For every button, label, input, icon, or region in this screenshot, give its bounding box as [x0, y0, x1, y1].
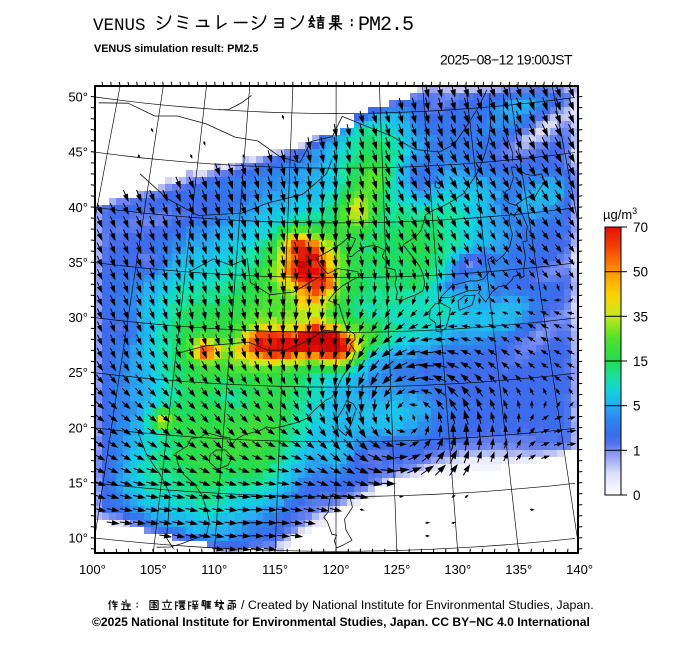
svg-text:125°: 125° — [383, 562, 410, 577]
svg-text:5: 5 — [633, 399, 641, 414]
svg-text:110°: 110° — [201, 562, 227, 577]
svg-text:2025−08−12 19:00JST: 2025−08−12 19:00JST — [440, 52, 573, 68]
svg-text:50°: 50° — [68, 90, 88, 105]
svg-text:30°: 30° — [68, 310, 88, 325]
svg-text:35: 35 — [633, 309, 648, 324]
svg-text:135°: 135° — [505, 562, 532, 577]
svg-text:35°: 35° — [68, 255, 88, 270]
svg-text:100°: 100° — [79, 562, 106, 577]
svg-text:115°: 115° — [262, 562, 288, 577]
svg-text:25°: 25° — [68, 365, 88, 380]
svg-text:15°: 15° — [68, 476, 88, 491]
svg-text:VENUS simulation result: PM2.5: VENUS simulation result: PM2.5 — [94, 43, 258, 55]
svg-text:120°: 120° — [323, 562, 350, 577]
svg-text:140°: 140° — [566, 562, 593, 577]
svg-text:70: 70 — [633, 220, 648, 235]
svg-text:µg/m3: µg/m3 — [603, 206, 637, 222]
svg-text:VENUS: VENUS — [93, 16, 146, 36]
svg-text:45°: 45° — [68, 145, 88, 160]
svg-text:130°: 130° — [444, 562, 471, 577]
svg-text:1: 1 — [633, 443, 641, 458]
svg-text:©2025 National Institute for E: ©2025 National Institute for Environment… — [92, 615, 590, 629]
svg-text:0: 0 — [633, 488, 641, 503]
svg-text:105°: 105° — [140, 562, 167, 577]
svg-text:15: 15 — [633, 354, 648, 369]
svg-text:40°: 40° — [68, 200, 88, 215]
svg-text:10°: 10° — [68, 531, 88, 546]
svg-text:20°: 20° — [68, 420, 88, 435]
svg-text:50: 50 — [633, 265, 648, 280]
svg-text:PM2.5: PM2.5 — [358, 14, 413, 37]
svg-text:/ Created by National Institut: / Created by National Institute for Envi… — [241, 598, 594, 612]
